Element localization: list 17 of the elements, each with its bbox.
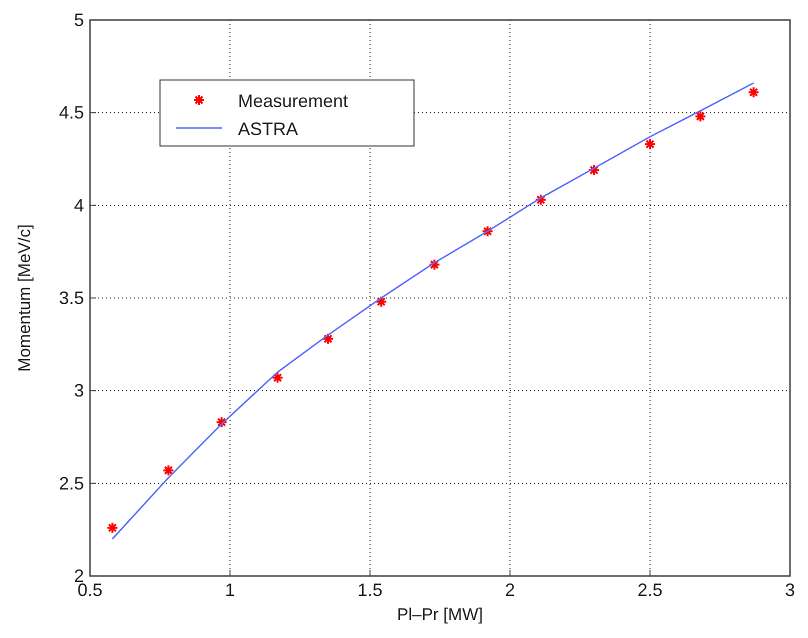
y-tick-label: 4 [74, 195, 84, 216]
y-tick-label: 3.5 [58, 288, 84, 308]
legend-label: ASTRA [238, 119, 298, 139]
x-axis-title: Pl–Pr [MW] [397, 605, 483, 624]
y-tick-label: 5 [74, 10, 84, 30]
x-tick-label: 2 [504, 580, 516, 600]
x-tick-label: 3 [784, 580, 796, 600]
legend-label: Measurement [238, 91, 348, 111]
x-tick-label: 2.5 [637, 580, 663, 600]
x-tick-label: 1.5 [357, 580, 383, 600]
x-tick-label: 1 [224, 580, 236, 600]
line-series [112, 82, 754, 540]
x-tick-label: 0.5 [77, 580, 103, 600]
y-axis-title: Momentum [MeV/c] [15, 224, 34, 372]
y-tick-label: 4.5 [58, 102, 84, 123]
y-tick-label: 2.5 [58, 473, 84, 494]
y-tick-label: 3 [74, 380, 84, 401]
